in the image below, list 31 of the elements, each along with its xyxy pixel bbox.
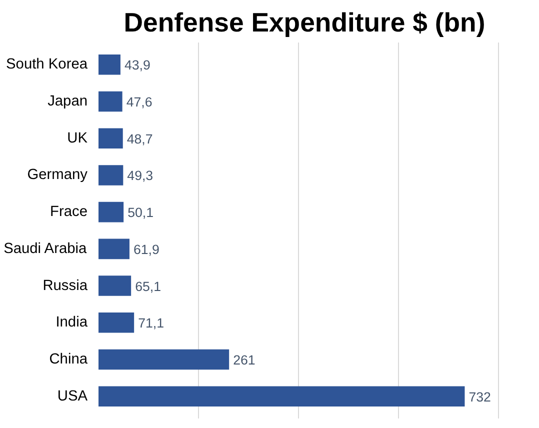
data-label: 61,9 (133, 242, 160, 257)
data-label: 50,1 (128, 205, 154, 220)
y-tick-label: China (49, 352, 88, 368)
y-tick-label: USA (57, 388, 88, 404)
y-tick-label: Japan (48, 93, 88, 110)
bar (98, 91, 122, 112)
bar (98, 349, 230, 370)
data-label: 47,6 (126, 94, 152, 110)
chart-title: Denfense Expenditure $ (bn) (124, 8, 486, 38)
data-label: 71,1 (138, 316, 164, 331)
bar (98, 128, 123, 148)
data-label: 48,7 (126, 131, 153, 146)
bar (98, 54, 120, 75)
bar (98, 276, 132, 296)
bar (98, 312, 134, 333)
data-label: 43,9 (124, 58, 150, 73)
data-label: 65,1 (135, 278, 162, 294)
data-label: 261 (233, 352, 256, 368)
data-label: 732 (468, 389, 491, 404)
y-tick-label: India (56, 314, 88, 331)
bar (98, 238, 130, 260)
y-tick-label: Russia (42, 278, 88, 294)
y-tick-label: UK (67, 130, 88, 146)
y-tick-label: Frace (50, 204, 88, 220)
y-tick-label: Saudi Arabia (4, 240, 88, 257)
y-tick-label: Germany (27, 167, 88, 184)
bar (98, 386, 465, 407)
data-label: 49,3 (127, 168, 154, 184)
bar (98, 165, 124, 186)
bar (98, 202, 124, 222)
y-tick-label: South Korea (6, 56, 88, 73)
